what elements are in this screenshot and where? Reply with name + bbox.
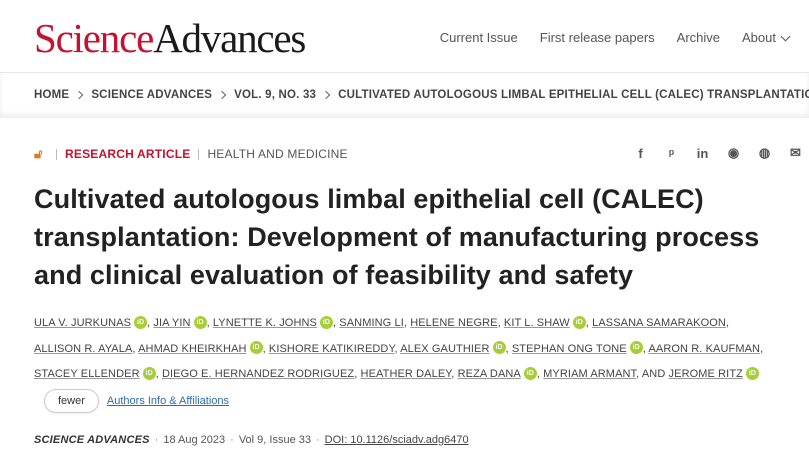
top-navigation: Current Issue First release papers Archi… (418, 30, 791, 45)
author-name[interactable]: MYRIAM ARMANT (543, 368, 637, 380)
author-separator: , (585, 317, 593, 329)
author-name[interactable]: ALLISON R. AYALA (34, 342, 133, 355)
share-icons: f ᵖ in ◉ ◍ ✉︎ (632, 145, 804, 161)
nav-current-issue[interactable]: Current Issue (439, 30, 518, 45)
orcid-icon[interactable]: iD (745, 366, 759, 380)
author-separator: , (497, 317, 504, 329)
author-name[interactable]: JIA YIN (153, 317, 191, 329)
facebook-icon[interactable]: f (638, 145, 643, 161)
author-name[interactable]: LYNETTE K. JOHNS (212, 317, 317, 329)
author-separator: , (636, 368, 640, 380)
author-separator: , (403, 317, 411, 329)
author-separator: , (147, 317, 154, 329)
author-separator: , (354, 368, 361, 380)
breadcrumb-volume[interactable]: VOL. 9, NO. 33 (234, 89, 317, 101)
author-separator: , (394, 342, 401, 355)
breadcrumb-science-advances[interactable]: SCIENCE ADVANCES (91, 89, 213, 101)
author-name[interactable]: HELENE NEGRE (410, 317, 498, 329)
article-title: Cultivated autologous limbal epithelial … (34, 184, 760, 290)
author-separator: , (451, 368, 458, 380)
article-meta-row: 🔓︎ RESEARCH ARTICLE HEALTH AND MEDICINE … (34, 145, 804, 163)
breadcrumb-bar: HOME SCIENCE ADVANCES VOL. 9, NO. 33 CUL… (0, 72, 809, 118)
chevron-down-icon (780, 31, 791, 42)
author-name[interactable]: AHMAD KHEIRKHAH (138, 342, 247, 355)
wechat-icon[interactable]: ◍ (758, 145, 771, 160)
separator-dot: · (315, 434, 320, 446)
divider (56, 148, 57, 160)
logo-advances: Advances (153, 15, 306, 61)
author-name[interactable]: SANMING LI (339, 317, 404, 329)
orcid-icon[interactable]: iD (523, 366, 537, 380)
author-name[interactable]: REZA DANA (457, 368, 521, 380)
science-advances-logo[interactable]: ScienceAdvances (34, 15, 306, 61)
author-separator: , (642, 342, 649, 355)
orcid-icon[interactable]: iD (249, 341, 263, 355)
orcid-icon[interactable]: iD (629, 341, 643, 355)
author-name[interactable]: KISHORE KATIKIREDDY (268, 342, 395, 355)
author-separator: , (206, 317, 213, 329)
doi-link[interactable]: DOI: 10.1126/sciadv.adg6470 (324, 434, 469, 446)
breadcrumb: HOME SCIENCE ADVANCES VOL. 9, NO. 33 CUL… (34, 89, 809, 101)
email-icon[interactable]: ✉︎ (790, 145, 801, 160)
author-name[interactable]: JEROME RITZ (668, 368, 743, 380)
author-conjunction: AND (639, 368, 669, 380)
nav-about[interactable]: About (742, 30, 791, 45)
breadcrumb-current-article: CULTIVATED AUTOLOGOUS LIMBAL EPITHELIAL … (338, 89, 809, 101)
orcid-icon[interactable]: iD (319, 315, 333, 329)
author-separator: , (505, 342, 512, 355)
chevron-right-icon (217, 90, 227, 100)
authors-info-affiliations-link[interactable]: Authors Info & Affiliations (106, 395, 229, 407)
fewer-authors-button[interactable]: fewer (44, 389, 99, 413)
article-type: RESEARCH ARTICLE (65, 147, 191, 161)
site-header: ScienceAdvances Current Issue First rele… (0, 0, 809, 72)
citation-line: SCIENCE ADVANCES · 18 Aug 2023 · Vol 9, Issu… (34, 434, 469, 446)
author-name[interactable]: KIT L. SHAW (503, 317, 570, 329)
author-separator: , (132, 342, 139, 355)
twitter-icon[interactable]: ᵖ (668, 145, 675, 161)
logo-science: Science (34, 15, 154, 61)
orcid-icon[interactable]: iD (142, 366, 156, 380)
author-name[interactable]: HEATHER DALEY (360, 368, 452, 380)
author-separator: , (760, 342, 764, 355)
volume-issue[interactable]: Vol 9, Issue 33 (238, 434, 311, 446)
reddit-icon[interactable]: ◉ (727, 145, 740, 160)
orcid-icon[interactable]: iD (193, 315, 207, 329)
open-access-icon: 🔓︎ (34, 146, 43, 161)
author-name[interactable]: STACEY ELLENDER (34, 368, 140, 380)
nav-archive[interactable]: Archive (676, 30, 721, 45)
journal-name: SCIENCE ADVANCES (34, 434, 150, 446)
chevron-right-icon (75, 90, 84, 100)
separator-dot: · (154, 434, 159, 446)
author-separator: , (332, 317, 340, 329)
divider (198, 148, 200, 160)
author-name[interactable]: AARON R. KAUFMAN (648, 342, 761, 355)
author-separator: , (536, 368, 544, 380)
author-name[interactable]: DIEGO E. HERNANDEZ RODRIGUEZ (161, 368, 355, 380)
article-subject[interactable]: HEALTH AND MEDICINE (207, 147, 348, 161)
orcid-icon[interactable]: iD (134, 315, 148, 329)
breadcrumb-home[interactable]: HOME (34, 89, 70, 101)
author-name[interactable]: ULA V. JURKUNAS (34, 317, 132, 329)
linkedin-icon[interactable]: in (696, 145, 709, 161)
author-separator: , (725, 317, 730, 329)
orcid-icon[interactable]: iD (572, 315, 586, 329)
publication-date: 18 Aug 2023 (163, 434, 226, 446)
author-name[interactable]: ALEX GAUTHIER (400, 342, 490, 355)
author-separator: , (155, 368, 162, 380)
orcid-icon[interactable]: iD (492, 341, 506, 355)
separator-dot: · (230, 434, 234, 446)
author-name[interactable]: LASSANA SAMARAKOON (592, 317, 726, 329)
author-controls: fewer Authors Info & Affiliations (44, 389, 229, 413)
nav-about-label: About (742, 30, 776, 45)
author-list: ULA V. JURKUNAS iD, JIA YIN iD, LYNETTE K.… (34, 311, 794, 388)
author-name[interactable]: STEPHAN ONG TONE (511, 342, 627, 355)
chevron-right-icon (321, 90, 331, 100)
nav-first-release-papers[interactable]: First release papers (539, 30, 655, 45)
author-separator: , (262, 342, 269, 355)
